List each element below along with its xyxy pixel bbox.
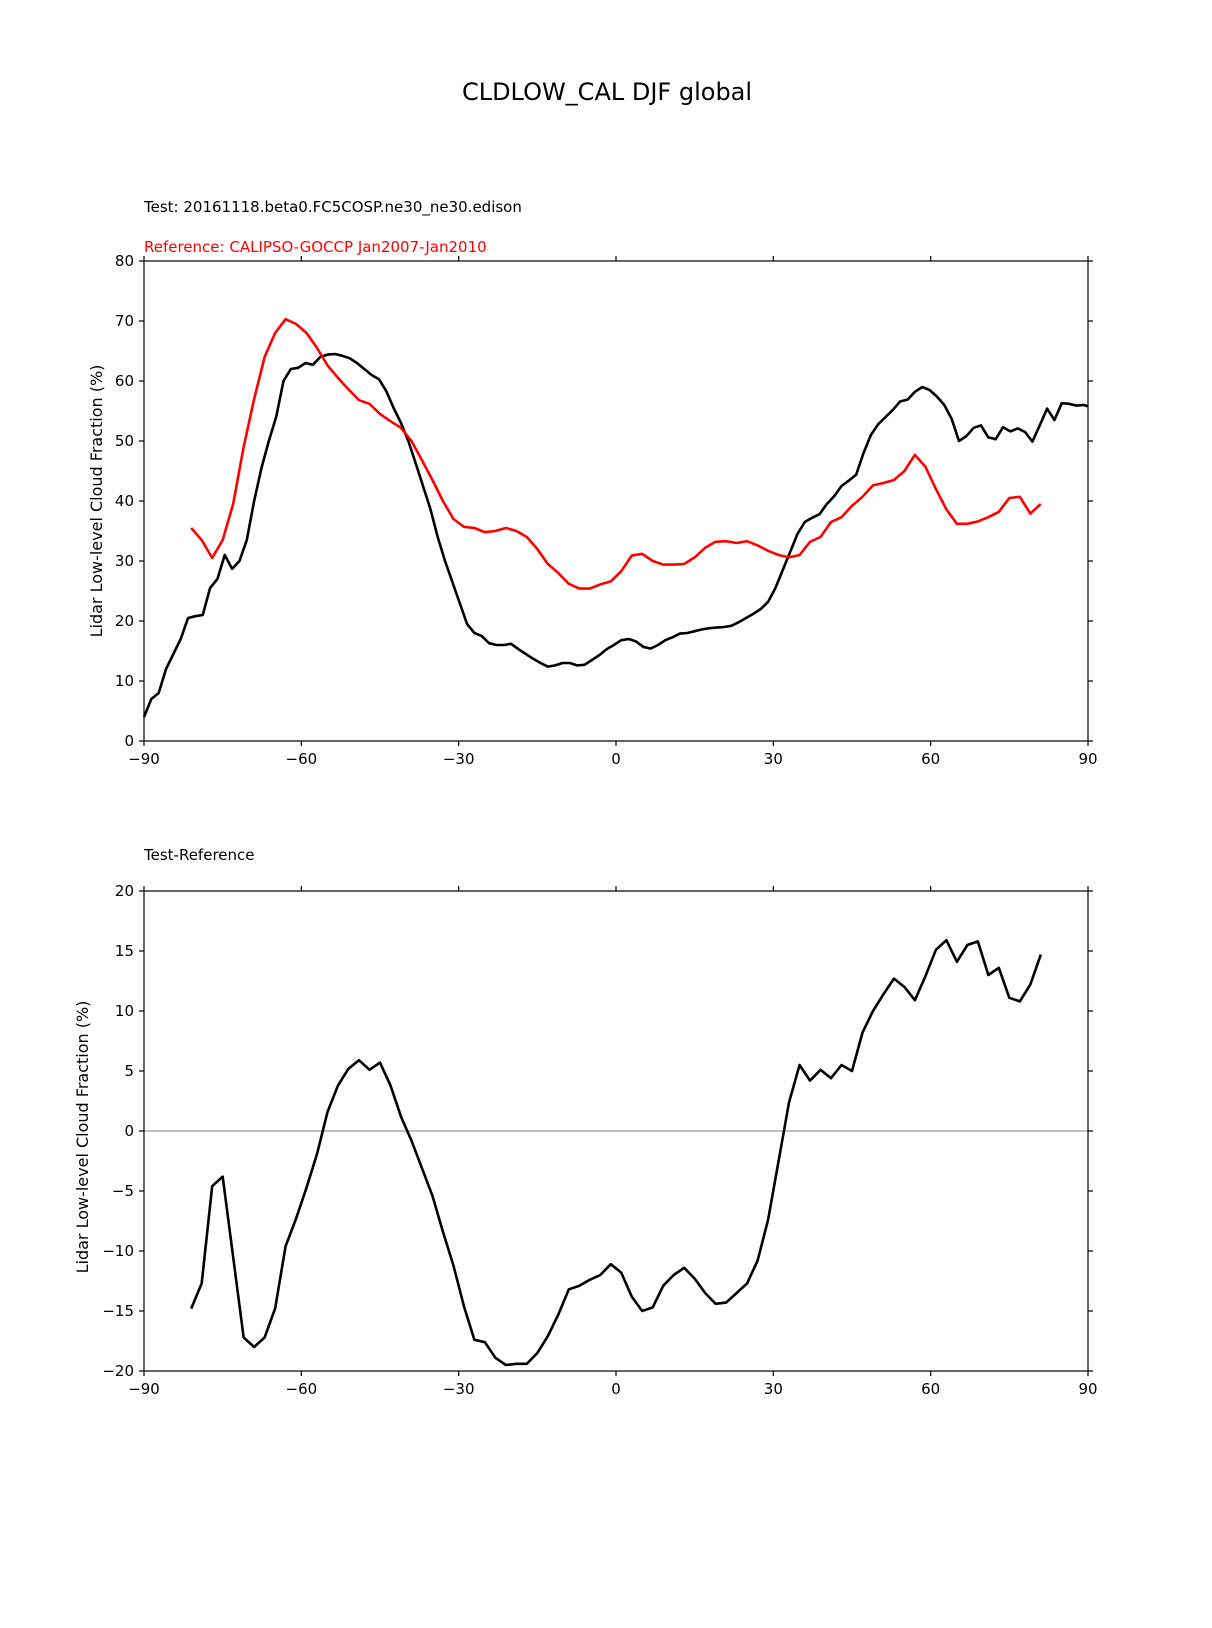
top-y-tick-label: 80 bbox=[115, 252, 134, 270]
top-y-tick-label: 20 bbox=[115, 612, 134, 630]
top-y-tick-label: 50 bbox=[115, 432, 134, 450]
bottom-x-tick-label: 30 bbox=[764, 1380, 783, 1398]
bottom-difference-series-line bbox=[189, 938, 1043, 1367]
top-plot-panel: Test: 20161118.beta0.FC5COSP.ne30_ne30.e… bbox=[87, 198, 1098, 768]
top-y-tick-label: 0 bbox=[124, 732, 134, 750]
top-x-tick-label: −30 bbox=[443, 750, 475, 768]
top-y-tick-label: 70 bbox=[115, 312, 134, 330]
top-reference-series-line bbox=[190, 317, 1042, 590]
top-test-series-line bbox=[142, 352, 1089, 718]
bottom-y-tick-label: −20 bbox=[102, 1362, 134, 1380]
top-x-tick-label: 0 bbox=[611, 750, 621, 768]
bottom-y-tick-label: −5 bbox=[112, 1182, 134, 1200]
bottom-y-tick-label: −15 bbox=[102, 1302, 134, 1320]
top-y-tick-label: 10 bbox=[115, 672, 134, 690]
bottom-y-tick-label: 5 bbox=[124, 1062, 134, 1080]
bottom-y-tick-label: 15 bbox=[115, 942, 134, 960]
figure-title: CLDLOW_CAL DJF global bbox=[462, 78, 752, 106]
top-x-tick-label: 60 bbox=[921, 750, 940, 768]
top-x-tick-label: 90 bbox=[1078, 750, 1097, 768]
bottom-y-tick-label: 20 bbox=[115, 882, 134, 900]
top-y-tick-label: 30 bbox=[115, 552, 134, 570]
bottom-x-tick-label: 90 bbox=[1078, 1380, 1097, 1398]
bottom-x-tick-label: 0 bbox=[611, 1380, 621, 1398]
top-reference-title: Reference: CALIPSO-GOCCP Jan2007-Jan2010 bbox=[144, 238, 487, 256]
bottom-y-axis-label: Lidar Low-level Cloud Fraction (%) bbox=[73, 1001, 92, 1274]
top-y-tick-label: 40 bbox=[115, 492, 134, 510]
bottom-y-tick-label: −10 bbox=[102, 1242, 134, 1260]
top-x-tick-label: 30 bbox=[764, 750, 783, 768]
top-y-tick-label: 60 bbox=[115, 372, 134, 390]
bottom-plot-panel: Test-Reference Lidar Low-level Cloud Fra… bbox=[73, 846, 1098, 1398]
top-y-axis-label: Lidar Low-level Cloud Fraction (%) bbox=[87, 365, 106, 638]
bottom-y-tick-label: 10 bbox=[115, 1002, 134, 1020]
top-x-tick-label: −90 bbox=[128, 750, 160, 768]
bottom-plot-area: −90 −60 −30 0 30 60 90 −20 −15 −10 −5 0 5 10 15 20 bbox=[102, 882, 1097, 1398]
bottom-y-tick-label: 0 bbox=[124, 1122, 134, 1140]
bottom-x-tick-label: −60 bbox=[286, 1380, 318, 1398]
bottom-title: Test-Reference bbox=[143, 846, 255, 864]
bottom-x-tick-label: 60 bbox=[921, 1380, 940, 1398]
top-plot-area: −90 −60 −30 0 30 60 90 0 10 20 30 40 50 60 70 80 bbox=[115, 252, 1098, 768]
bottom-x-tick-label: −90 bbox=[128, 1380, 160, 1398]
bottom-x-tick-label: −30 bbox=[443, 1380, 475, 1398]
top-test-title: Test: 20161118.beta0.FC5COSP.ne30_ne30.e… bbox=[143, 198, 522, 217]
top-x-tick-label: −60 bbox=[286, 750, 318, 768]
